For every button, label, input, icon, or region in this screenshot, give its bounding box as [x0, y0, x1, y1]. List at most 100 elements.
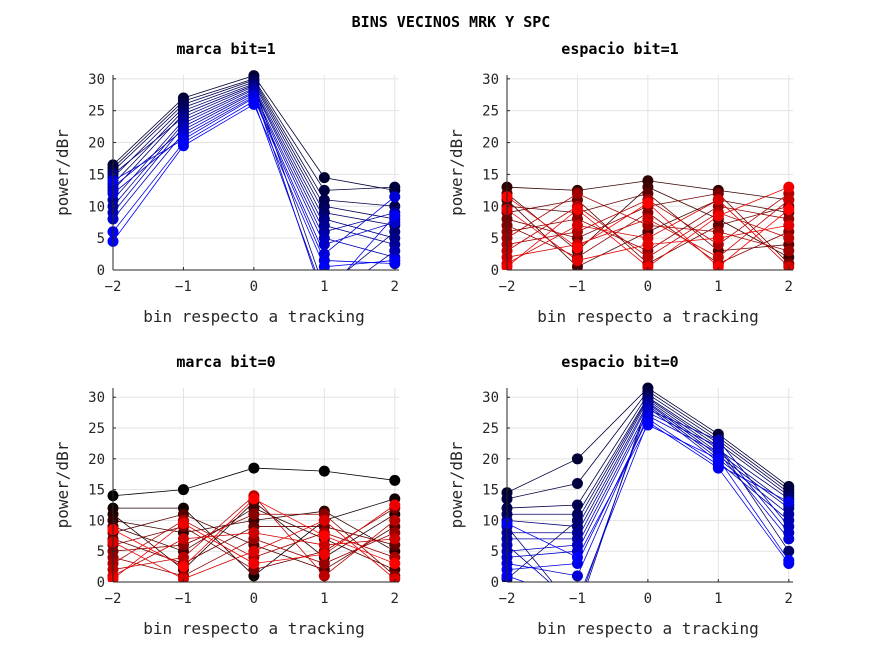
x-tick-label: −1 — [569, 591, 586, 607]
data-point — [783, 219, 795, 231]
y-tick-label: 10 — [482, 199, 499, 215]
data-point — [571, 219, 583, 231]
data-point — [783, 533, 795, 545]
data-point — [389, 573, 401, 582]
y-tick-label: 15 — [88, 483, 105, 499]
data-point — [318, 465, 330, 477]
y-tick-label: 15 — [482, 167, 499, 183]
y-tick-label: 5 — [491, 544, 499, 560]
subplot-title: espacio bit=1 — [561, 40, 678, 58]
y-tick-label: 25 — [88, 421, 105, 437]
x-tick-label: 0 — [644, 279, 652, 295]
data-point — [248, 527, 260, 539]
data-point — [571, 242, 583, 254]
y-tick-label: 15 — [482, 483, 499, 499]
data-point — [318, 261, 330, 270]
data-point — [318, 530, 330, 542]
figure-title: BINS VECINOS MRK Y SPC — [352, 13, 551, 31]
y-tick-label: 0 — [97, 575, 105, 591]
x-axis-label: bin respecto a tracking — [143, 619, 365, 638]
y-tick-label: 25 — [482, 421, 499, 437]
y-tick-label: 5 — [97, 231, 105, 247]
y-tick-label: 10 — [88, 513, 105, 529]
y-tick-label: 5 — [491, 231, 499, 247]
x-axis-label: bin respecto a tracking — [143, 307, 365, 326]
y-tick-label: 0 — [491, 263, 499, 279]
y-tick-label: 20 — [88, 452, 105, 468]
y-axis-label: power/dBr — [53, 441, 72, 528]
y-tick-label: 5 — [97, 544, 105, 560]
data-point — [177, 561, 189, 573]
subplot-title: marca bit=0 — [176, 353, 275, 371]
y-tick-label: 10 — [88, 199, 105, 215]
x-tick-label: −2 — [105, 279, 122, 295]
x-tick-label: 1 — [320, 279, 328, 295]
data-point — [318, 514, 330, 526]
data-point — [571, 188, 583, 200]
data-point — [712, 261, 724, 270]
x-tick-label: −1 — [175, 279, 192, 295]
data-point — [783, 232, 795, 244]
data-point — [712, 251, 724, 263]
data-point — [177, 140, 189, 152]
data-point — [177, 551, 189, 563]
y-tick-label: 15 — [88, 167, 105, 183]
data-point — [783, 496, 795, 508]
data-point — [318, 558, 330, 570]
y-tick-label: 30 — [482, 72, 499, 88]
data-point — [783, 194, 795, 206]
data-point — [248, 462, 260, 474]
data-point — [712, 194, 724, 206]
x-tick-label: −2 — [105, 591, 122, 607]
data-point — [248, 508, 260, 520]
data-point — [389, 191, 401, 203]
data-point — [571, 551, 583, 563]
data-point — [177, 484, 189, 496]
data-point — [571, 499, 583, 511]
data-point — [248, 493, 260, 505]
data-point — [571, 453, 583, 465]
data-point — [248, 98, 260, 110]
data-point — [712, 453, 724, 465]
x-tick-label: 0 — [250, 279, 258, 295]
x-tick-label: 1 — [714, 279, 722, 295]
data-point — [318, 548, 330, 560]
y-tick-label: 0 — [491, 575, 499, 591]
data-point — [712, 462, 724, 474]
data-point — [642, 419, 654, 431]
data-point — [642, 239, 654, 251]
y-axis-label: power/dBr — [447, 129, 466, 216]
data-point — [177, 573, 189, 582]
x-tick-label: 2 — [785, 591, 793, 607]
plot-lines — [107, 70, 401, 270]
x-tick-label: −2 — [499, 279, 516, 295]
x-tick-label: 1 — [714, 591, 722, 607]
data-point — [248, 558, 260, 570]
data-point — [389, 558, 401, 570]
data-point — [318, 184, 330, 196]
x-tick-label: 2 — [391, 279, 399, 295]
y-tick-label: 0 — [97, 263, 105, 279]
data-point — [783, 181, 795, 193]
y-tick-label: 20 — [88, 136, 105, 152]
x-axis-label: bin respecto a tracking — [537, 619, 759, 638]
x-tick-label: 1 — [320, 591, 328, 607]
data-point — [389, 499, 401, 511]
data-point — [783, 245, 795, 257]
y-tick-label: 30 — [88, 390, 105, 406]
x-tick-label: 2 — [391, 591, 399, 607]
y-tick-label: 30 — [88, 72, 105, 88]
y-axis-label: power/dBr — [447, 441, 466, 528]
y-tick-label: 10 — [482, 513, 499, 529]
y-tick-label: 20 — [482, 452, 499, 468]
data-point — [783, 203, 795, 215]
y-axis-label: power/dBr — [53, 129, 72, 216]
data-point — [389, 181, 401, 193]
data-point — [712, 210, 724, 222]
data-point — [642, 251, 654, 263]
data-point — [783, 554, 795, 566]
data-point — [177, 517, 189, 529]
